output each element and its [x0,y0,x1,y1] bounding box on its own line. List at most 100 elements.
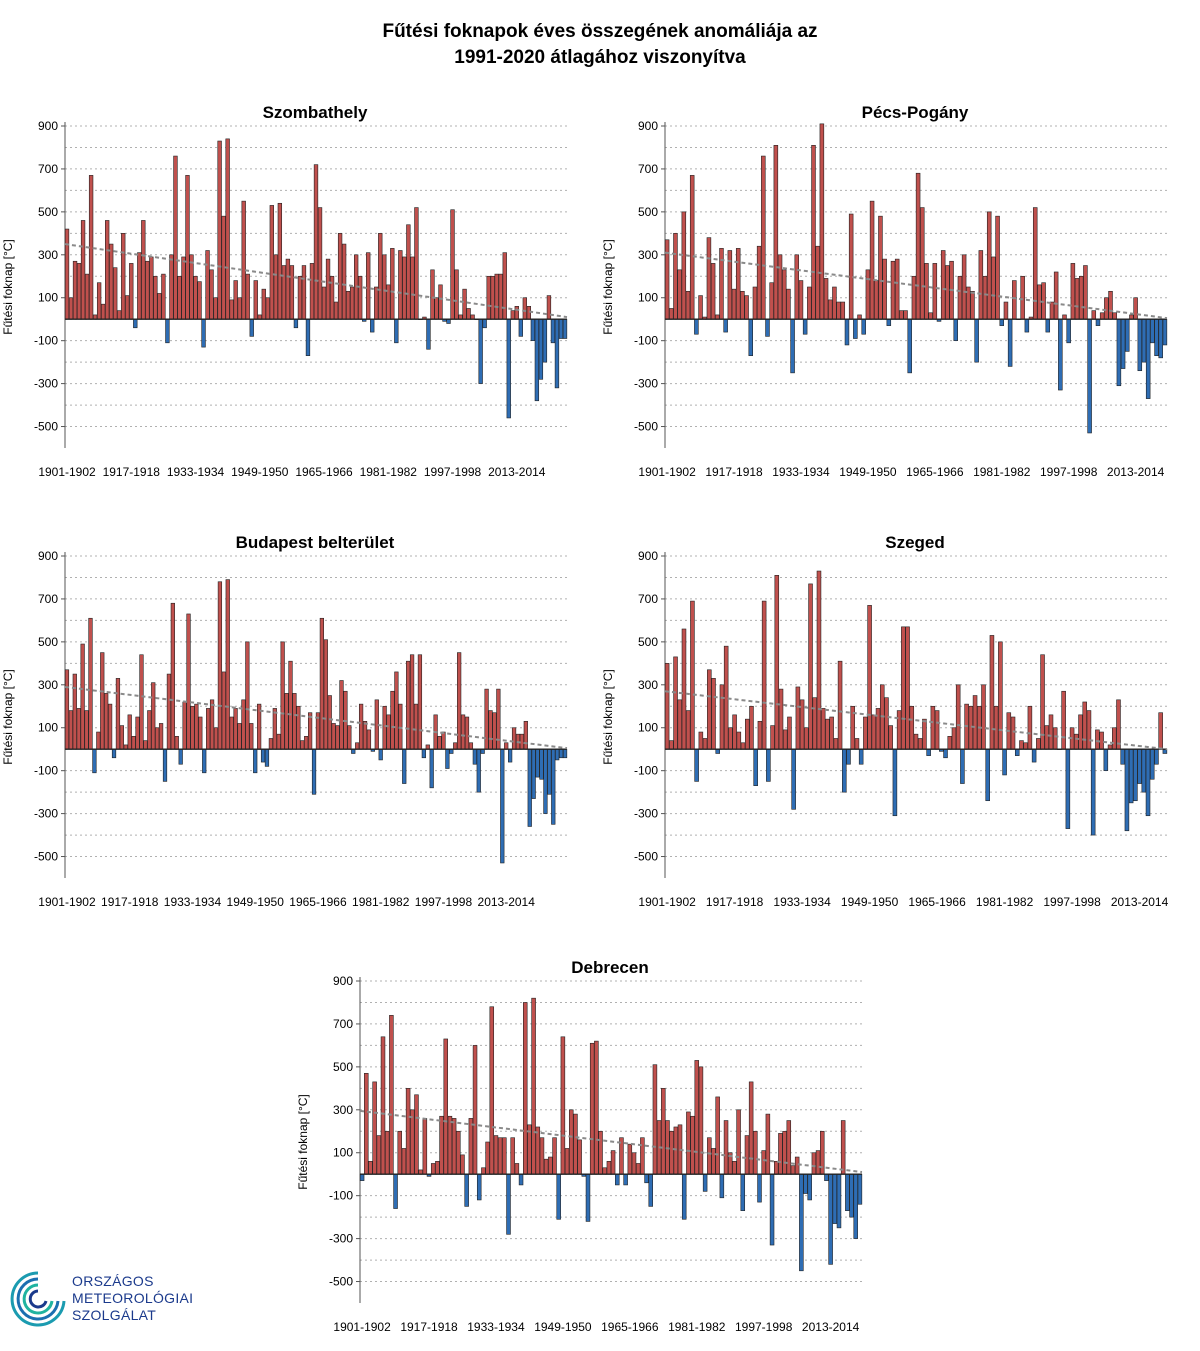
bar [241,200,246,320]
bar [542,318,548,363]
bar [165,318,170,344]
bar [694,318,699,335]
bar [664,239,670,320]
bar [602,1167,607,1175]
bar [1108,290,1113,320]
bar [421,748,426,759]
bar [685,710,691,750]
bar [1078,275,1084,320]
bar [559,748,564,759]
bar [555,748,560,761]
bar [422,1118,428,1175]
bar [339,680,344,750]
logo-line2: METEOROLÓGIAI [72,1290,194,1306]
bar [689,175,695,320]
bar [113,267,118,320]
bar [1116,699,1121,750]
bar [719,248,724,320]
bar [894,258,900,320]
bar [1137,318,1143,372]
y-axis-label: Fűtési foknap [°C] [601,669,615,765]
y-axis-label: Fűtési foknap [°C] [1,669,15,765]
bar [139,654,144,750]
bar [1141,748,1147,793]
y-tick-label: -300 [634,377,658,391]
bar [443,1038,448,1175]
y-tick-label: -100 [34,764,58,778]
bar [157,293,162,320]
bar [740,742,746,750]
bar [111,748,117,759]
bar [488,710,493,750]
bar [237,723,242,750]
bar [359,1173,365,1181]
bar [1158,318,1163,359]
bar [523,720,528,750]
panel-title: Szeged [885,533,945,552]
bar [554,318,560,389]
logo-line3: SZOLGÁLAT [72,1307,157,1323]
trend-line [664,251,1168,320]
bar [206,708,211,750]
bar [472,748,477,765]
bar [774,575,780,750]
bar [434,297,439,320]
bar [309,263,315,320]
bar [311,748,317,795]
bar [681,1173,687,1220]
bar [920,207,925,320]
bar [735,248,741,320]
bar [802,318,808,335]
bar [384,1130,390,1175]
bar [781,269,787,320]
bar [585,1173,591,1222]
bar [121,233,126,320]
bar [504,742,509,750]
y-tick-label: -300 [34,807,58,821]
bar [72,260,78,320]
bar [201,318,206,348]
bar [842,748,847,793]
bar [844,318,850,346]
bar [562,748,568,759]
bar [502,1137,507,1175]
bar [217,140,222,320]
bar [1032,207,1038,320]
bar [905,626,910,750]
bar [304,736,309,750]
y-tick-label: 900 [638,549,658,563]
bar [1012,280,1017,320]
bar [896,710,902,750]
bar [133,318,138,329]
bar [685,290,691,320]
bar [370,318,375,333]
bar [837,660,843,750]
y-axis-label: Fűtési foknap [°C] [1,239,15,335]
chart-title-line1: Fűtési foknapok éves összegének anomáliá… [382,21,818,42]
bar [736,1109,741,1175]
bar [711,678,716,750]
bar [451,1118,457,1175]
bar [464,716,470,750]
x-tick-label: 1917-1918 [400,1320,458,1334]
bar [173,155,178,320]
bar [1112,727,1117,750]
bar [331,723,336,750]
bar [707,1137,712,1175]
bar [698,731,704,750]
bar [960,748,965,784]
panel-szombathely: Szombathely Fűtési foknap [°C] 900 700 500 30… [0,98,570,488]
bar [460,714,466,750]
bar [778,1133,783,1175]
bar [1120,318,1126,369]
bar [245,641,250,750]
bar [745,718,750,750]
bar [982,275,988,320]
x-tick-label: 2013-2014 [488,465,546,479]
bar [1027,705,1033,750]
bar [510,310,515,320]
bar [882,258,887,320]
bar [482,318,487,329]
bar [264,748,270,767]
bar [341,243,347,320]
